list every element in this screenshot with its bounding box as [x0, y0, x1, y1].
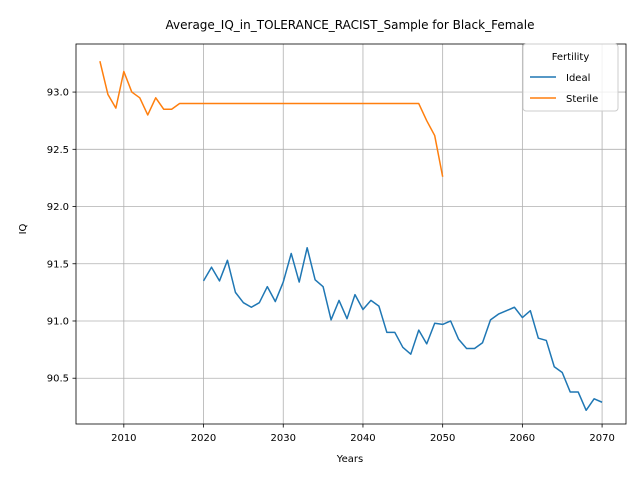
- plot-frame: [75, 43, 627, 425]
- x-tick-label: 2050: [430, 433, 455, 444]
- grid-lines: [76, 44, 626, 424]
- legend: Fertility Ideal Sterile: [522, 43, 619, 112]
- plot-lines: [99, 60, 603, 412]
- legend-label-sterile: Sterile: [566, 94, 598, 105]
- x-tick-label: 2070: [589, 433, 614, 444]
- x-axis-label: Years: [336, 454, 363, 465]
- y-axis-ticks: 90.5 91.0 91.5 92.0 92.5 93.0: [47, 88, 76, 385]
- x-tick-label: 2060: [510, 433, 535, 444]
- x-tick-label: 2020: [191, 433, 216, 444]
- legend-label-ideal: Ideal: [566, 73, 590, 84]
- x-tick-label: 2040: [350, 433, 375, 444]
- series-line-sterile: [99, 60, 444, 177]
- x-axis-ticks: 2010 2020 2030 2040 2050 2060 2070: [111, 424, 615, 444]
- x-tick-label: 2030: [271, 433, 296, 444]
- chart-title: Average_IQ_in_TOLERANCE_RACIST_Sample fo…: [166, 18, 535, 32]
- y-tick-label: 93.0: [47, 88, 69, 99]
- y-tick-label: 90.5: [47, 374, 69, 385]
- y-tick-label: 92.5: [47, 145, 69, 156]
- series-line-ideal: [202, 246, 603, 412]
- y-tick-label: 91.5: [47, 259, 69, 270]
- x-tick-label: 2010: [111, 433, 136, 444]
- y-axis-label: IQ: [18, 223, 29, 234]
- legend-title: Fertility: [552, 52, 590, 63]
- y-tick-label: 92.0: [47, 202, 69, 213]
- legend-box: [522, 43, 619, 112]
- y-tick-label: 91.0: [47, 316, 69, 327]
